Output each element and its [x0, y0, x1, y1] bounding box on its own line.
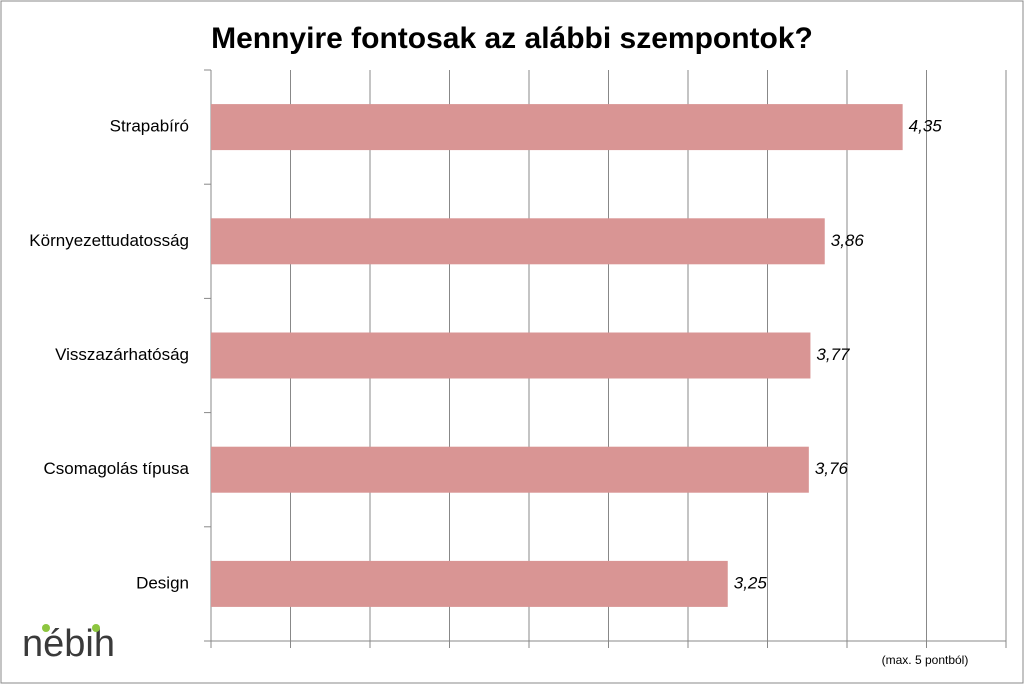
bar: [211, 560, 728, 607]
chart-title: Mennyire fontosak az alábbi szempontok?: [211, 22, 813, 55]
bar: [211, 332, 811, 379]
value-label: 4,35: [909, 117, 943, 136]
logo-dot: [92, 624, 100, 632]
value-label: 3,86: [831, 231, 865, 250]
logo-dot: [42, 624, 50, 632]
y-tick-label: Visszazárhatóság: [55, 345, 189, 364]
y-tick-label: Környezettudatosság: [29, 231, 189, 250]
y-tick-label: Csomagolás típusa: [43, 459, 189, 478]
note: (max. 5 pontból): [882, 653, 969, 667]
bar: [211, 218, 825, 265]
value-label: 3,76: [815, 459, 849, 478]
bar: [211, 446, 809, 493]
bar: [211, 104, 903, 151]
y-tick-label: Strapabíró: [110, 117, 189, 136]
value-label: 3,77: [816, 345, 850, 364]
logo: nébih: [22, 623, 115, 665]
y-tick-label: Design: [136, 573, 189, 592]
value-label: 3,25: [734, 573, 768, 592]
